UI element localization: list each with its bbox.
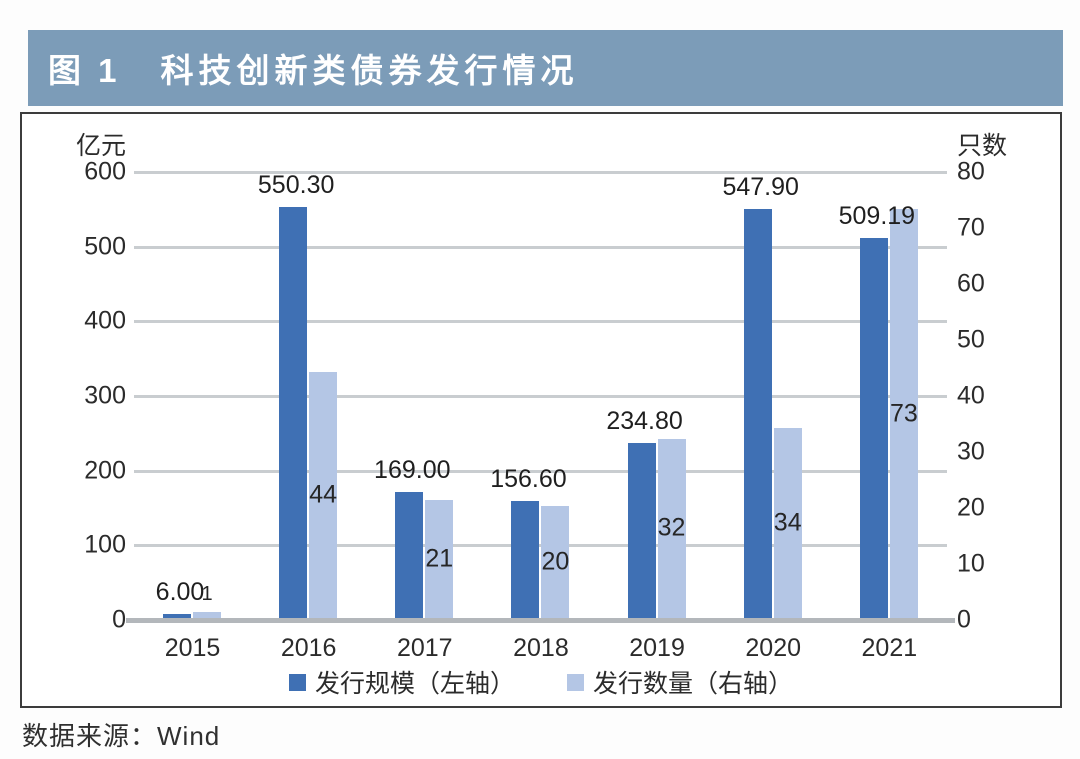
issuance-scale-bar [279, 207, 308, 618]
left-axis-tick-label: 600 [84, 157, 126, 186]
right-axis-tick-label: 40 [957, 381, 985, 410]
scale-value-label: 547.90 [722, 172, 799, 201]
x-axis-line [126, 618, 955, 623]
gridline [134, 469, 947, 473]
gridline [134, 171, 947, 174]
x-axis-tick-label: 2015 [164, 634, 221, 662]
right-axis-tick-label: 20 [957, 493, 985, 522]
right-axis-tick-label: 80 [957, 157, 985, 186]
bar-group-2020: 547.90 34 [715, 170, 832, 618]
bar-group-2018: 156.60 20 [482, 170, 599, 618]
x-axis-tick-label: 2018 [513, 634, 569, 662]
right-axis-tick-label: 70 [957, 213, 985, 242]
scale-value-label: 169.00 [374, 455, 451, 484]
left-axis-tick-label: 300 [84, 381, 126, 410]
x-axis-tick-label: 2016 [280, 634, 337, 662]
right-axis-tick-label: 60 [957, 269, 985, 298]
figure-title: 科技创新类债券发行情况 [160, 52, 579, 89]
count-value-label: 21 [425, 544, 454, 573]
issuance-count-bar [309, 371, 338, 618]
right-axis-ticks: 80 70 60 50 40 30 20 10 0 [957, 158, 1027, 634]
legend-label: 发行规模（左轴） [314, 670, 515, 698]
issuance-count-bar [193, 612, 221, 618]
left-axis-tick-label: 100 [84, 530, 126, 559]
count-value-label: 73 [889, 399, 918, 428]
left-axis-ticks: 600 500 400 300 200 100 0 [22, 158, 126, 634]
issuance-scale-bar [163, 613, 191, 618]
bar-group-2021: 509.19 73 [831, 170, 948, 618]
x-axis-tick-label: 2019 [629, 634, 685, 662]
gridline [134, 544, 947, 548]
right-axis-tick-label: 30 [957, 437, 985, 466]
x-axis-tick-label: 2020 [745, 634, 802, 662]
chart-legend: 发行规模（左轴） 发行数量（右轴） [22, 664, 1060, 700]
scale-value-label: 234.80 [606, 406, 683, 435]
issuance-scale-bar [743, 208, 772, 618]
legend-item-count: 发行数量（右轴） [567, 664, 793, 700]
issuance-count-bar [425, 500, 454, 618]
plot-area: 6.00 1 2015 550.30 44 2016 169.00 21 2017 156.60 2… [126, 170, 955, 662]
issuance-count-bar [657, 438, 686, 618]
right-axis-unit: 只数 [957, 132, 1008, 160]
right-axis-tick-label: 0 [957, 605, 971, 634]
count-value-label: 34 [773, 508, 802, 537]
issuance-scale-bar [859, 237, 888, 618]
scale-value-label: 156.60 [490, 465, 567, 494]
bar-group-2017: 169.00 21 [366, 170, 483, 618]
count-value-label: 32 [657, 513, 686, 542]
figure-title-bar: 图 1 科技创新类债券发行情况 [28, 30, 1063, 106]
left-axis-unit: 亿元 [75, 132, 126, 160]
gridline [134, 245, 947, 249]
issuance-count-bar [889, 209, 918, 618]
right-axis-tick-label: 10 [957, 549, 985, 578]
scale-value-label: 6.00 [155, 577, 205, 606]
x-axis-tick-label: 2017 [396, 634, 453, 662]
bar-group-2019: 234.80 32 [599, 170, 716, 618]
issuance-scale-bar [511, 501, 540, 618]
legend-swatch-icon [567, 673, 584, 691]
left-axis-tick-label: 0 [112, 605, 126, 634]
chart-box: 亿元 只数 600 500 400 300 200 100 0 80 70 60 50 40 30 20… [20, 112, 1062, 708]
gridline [134, 395, 947, 398]
count-value-label: 1 [201, 583, 213, 606]
bar-group-2016: 550.30 44 [250, 170, 367, 618]
left-axis-tick-label: 500 [84, 232, 126, 261]
x-axis-tick-label: 2021 [861, 634, 918, 662]
count-value-label: 20 [541, 547, 570, 576]
right-axis-tick-label: 50 [957, 325, 985, 354]
legend-swatch-icon [288, 673, 306, 691]
bar-group-2015: 6.00 1 [134, 170, 251, 618]
left-axis-tick-label: 200 [84, 456, 126, 485]
scale-value-label: 550.30 [257, 171, 335, 200]
issuance-scale-bar [395, 491, 424, 618]
figure-number: 图 1 [48, 52, 121, 89]
issuance-count-bar [773, 427, 802, 618]
gridline [134, 320, 947, 324]
legend-label: 发行数量（右轴） [593, 670, 794, 698]
issuance-count-bar [541, 506, 570, 618]
issuance-scale-bar [627, 442, 656, 618]
scale-value-label: 509.19 [838, 201, 916, 230]
source-note: 数据来源：Wind [22, 721, 221, 751]
left-axis-tick-label: 400 [84, 306, 126, 335]
legend-item-scale: 发行规模（左轴） [288, 664, 515, 700]
count-value-label: 44 [309, 480, 338, 509]
